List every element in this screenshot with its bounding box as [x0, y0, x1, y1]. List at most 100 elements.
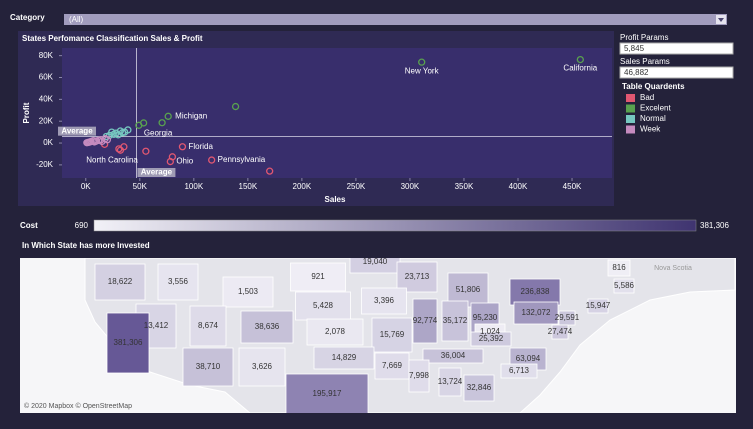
state-value-label: 18,622 — [108, 277, 133, 286]
state-value-label: 95,230 — [473, 313, 498, 322]
state-shape — [396, 261, 438, 293]
state-value-label: 15,769 — [380, 330, 405, 339]
state-value-label: 921 — [311, 272, 325, 281]
x-tick-label: 300K — [401, 182, 420, 191]
state-shape — [313, 346, 375, 370]
state-value-label: 7,669 — [382, 361, 403, 370]
state-value-label: 27,474 — [548, 327, 573, 336]
state-value-label: 14,829 — [332, 353, 357, 362]
param-input[interactable] — [619, 42, 734, 55]
state-value-label: 13,412 — [144, 321, 169, 330]
state-shape — [587, 298, 609, 314]
state-value-label: 38,636 — [255, 322, 280, 331]
param-value: 46,882 — [624, 68, 649, 77]
state-shape — [500, 363, 538, 379]
point-label: Pennsylvania — [218, 155, 266, 164]
state-value-label: 195,917 — [313, 389, 342, 398]
x-axis-label: Sales — [325, 195, 346, 204]
state-value-label: 63,094 — [516, 354, 541, 363]
average-label: Average — [61, 126, 93, 135]
x-tick-label: 350K — [455, 182, 474, 191]
y-axis-label: Profit — [22, 102, 31, 123]
x-tick-label: 250K — [347, 182, 366, 191]
point-label: Ohio — [176, 157, 193, 166]
point-label: Florida — [188, 142, 213, 151]
cost-max: 381,306 — [700, 221, 729, 230]
state-shape — [509, 278, 561, 306]
map-attribution: © 2020 Mapbox © OpenStreetMap — [24, 402, 132, 410]
state-shape — [374, 352, 410, 380]
state-shape — [422, 348, 484, 364]
y-tick-label: 80K — [39, 51, 54, 60]
scatter-point — [142, 147, 150, 155]
filter-value[interactable]: (All) — [69, 15, 84, 24]
average-label: Average — [141, 168, 173, 177]
state-shape — [222, 276, 274, 308]
state-shape — [438, 367, 462, 397]
legend-title: Table Quardents — [622, 82, 685, 91]
state-value-label: 36,004 — [441, 351, 466, 360]
y-tick-label: 0K — [43, 138, 53, 147]
state-shape — [551, 324, 569, 340]
scatter-point — [576, 55, 584, 64]
state-shape — [463, 374, 495, 402]
state-shape — [408, 359, 430, 393]
param-input[interactable] — [619, 66, 734, 79]
scatter-point — [115, 145, 123, 153]
average-label-box — [137, 168, 176, 177]
scatter-point — [97, 136, 105, 144]
scatter-point — [139, 119, 148, 127]
state-value-label: 38,710 — [196, 362, 221, 371]
scatter-point — [110, 130, 118, 138]
x-tick-label: 150K — [239, 182, 258, 191]
state-value-label: 35,172 — [443, 316, 468, 325]
x-tick-label: 100K — [184, 182, 203, 191]
x-tick-label: 400K — [509, 182, 528, 191]
param-title: Profit Params — [620, 33, 668, 42]
state-value-label: 13,724 — [438, 377, 463, 386]
scatter-point — [101, 135, 109, 143]
state-shape — [94, 263, 146, 301]
state-value-label: 1,503 — [238, 287, 259, 296]
y-tick-label: 40K — [39, 94, 54, 103]
state-shape — [361, 287, 407, 315]
state-shape — [295, 291, 351, 321]
x-tick-label: 450K — [563, 182, 582, 191]
scatter-point — [164, 112, 172, 120]
place-label: Nova Scotia — [654, 265, 692, 272]
param-value: 5,845 — [624, 44, 645, 53]
scatter-point — [208, 156, 216, 164]
map-title: In Which State has more Invested — [22, 241, 150, 250]
state-shape — [182, 347, 234, 387]
legend-label: Normal — [640, 114, 666, 123]
state-value-label: 5,586 — [614, 281, 635, 290]
state-shape — [513, 301, 559, 325]
state-value-label: 132,072 — [522, 308, 551, 317]
scatter-point — [266, 167, 274, 175]
state-value-label: 2,078 — [325, 327, 346, 336]
state-shape — [607, 259, 631, 277]
state-value-label: 3,396 — [374, 296, 395, 305]
cost-gradient — [93, 219, 697, 232]
scatter-point — [118, 129, 127, 137]
state-value-label: 51,806 — [456, 285, 481, 294]
legend-swatch — [626, 125, 635, 134]
x-tick-label: 200K — [293, 182, 312, 191]
state-shape — [157, 263, 199, 301]
point-label: Michigan — [175, 111, 207, 120]
state-value-label: 816 — [612, 263, 626, 272]
scatter-point — [116, 146, 125, 154]
state-shape — [412, 298, 438, 344]
point-label: North Carolina — [86, 155, 138, 164]
state-value-label: 19,040 — [363, 257, 388, 266]
point-label: New York — [405, 66, 440, 75]
state-shape — [613, 278, 635, 294]
filter-label: Category — [10, 13, 45, 22]
legend-label: Excelent — [640, 104, 671, 113]
state-value-label: 25,392 — [479, 334, 504, 343]
map: 18,622 3,556 921 19,040 23,713 816 5,586 1,503 5… — [24, 257, 736, 413]
state-shape — [470, 331, 512, 347]
scatter-point — [231, 102, 240, 111]
filter-dropdown[interactable] — [64, 14, 727, 25]
